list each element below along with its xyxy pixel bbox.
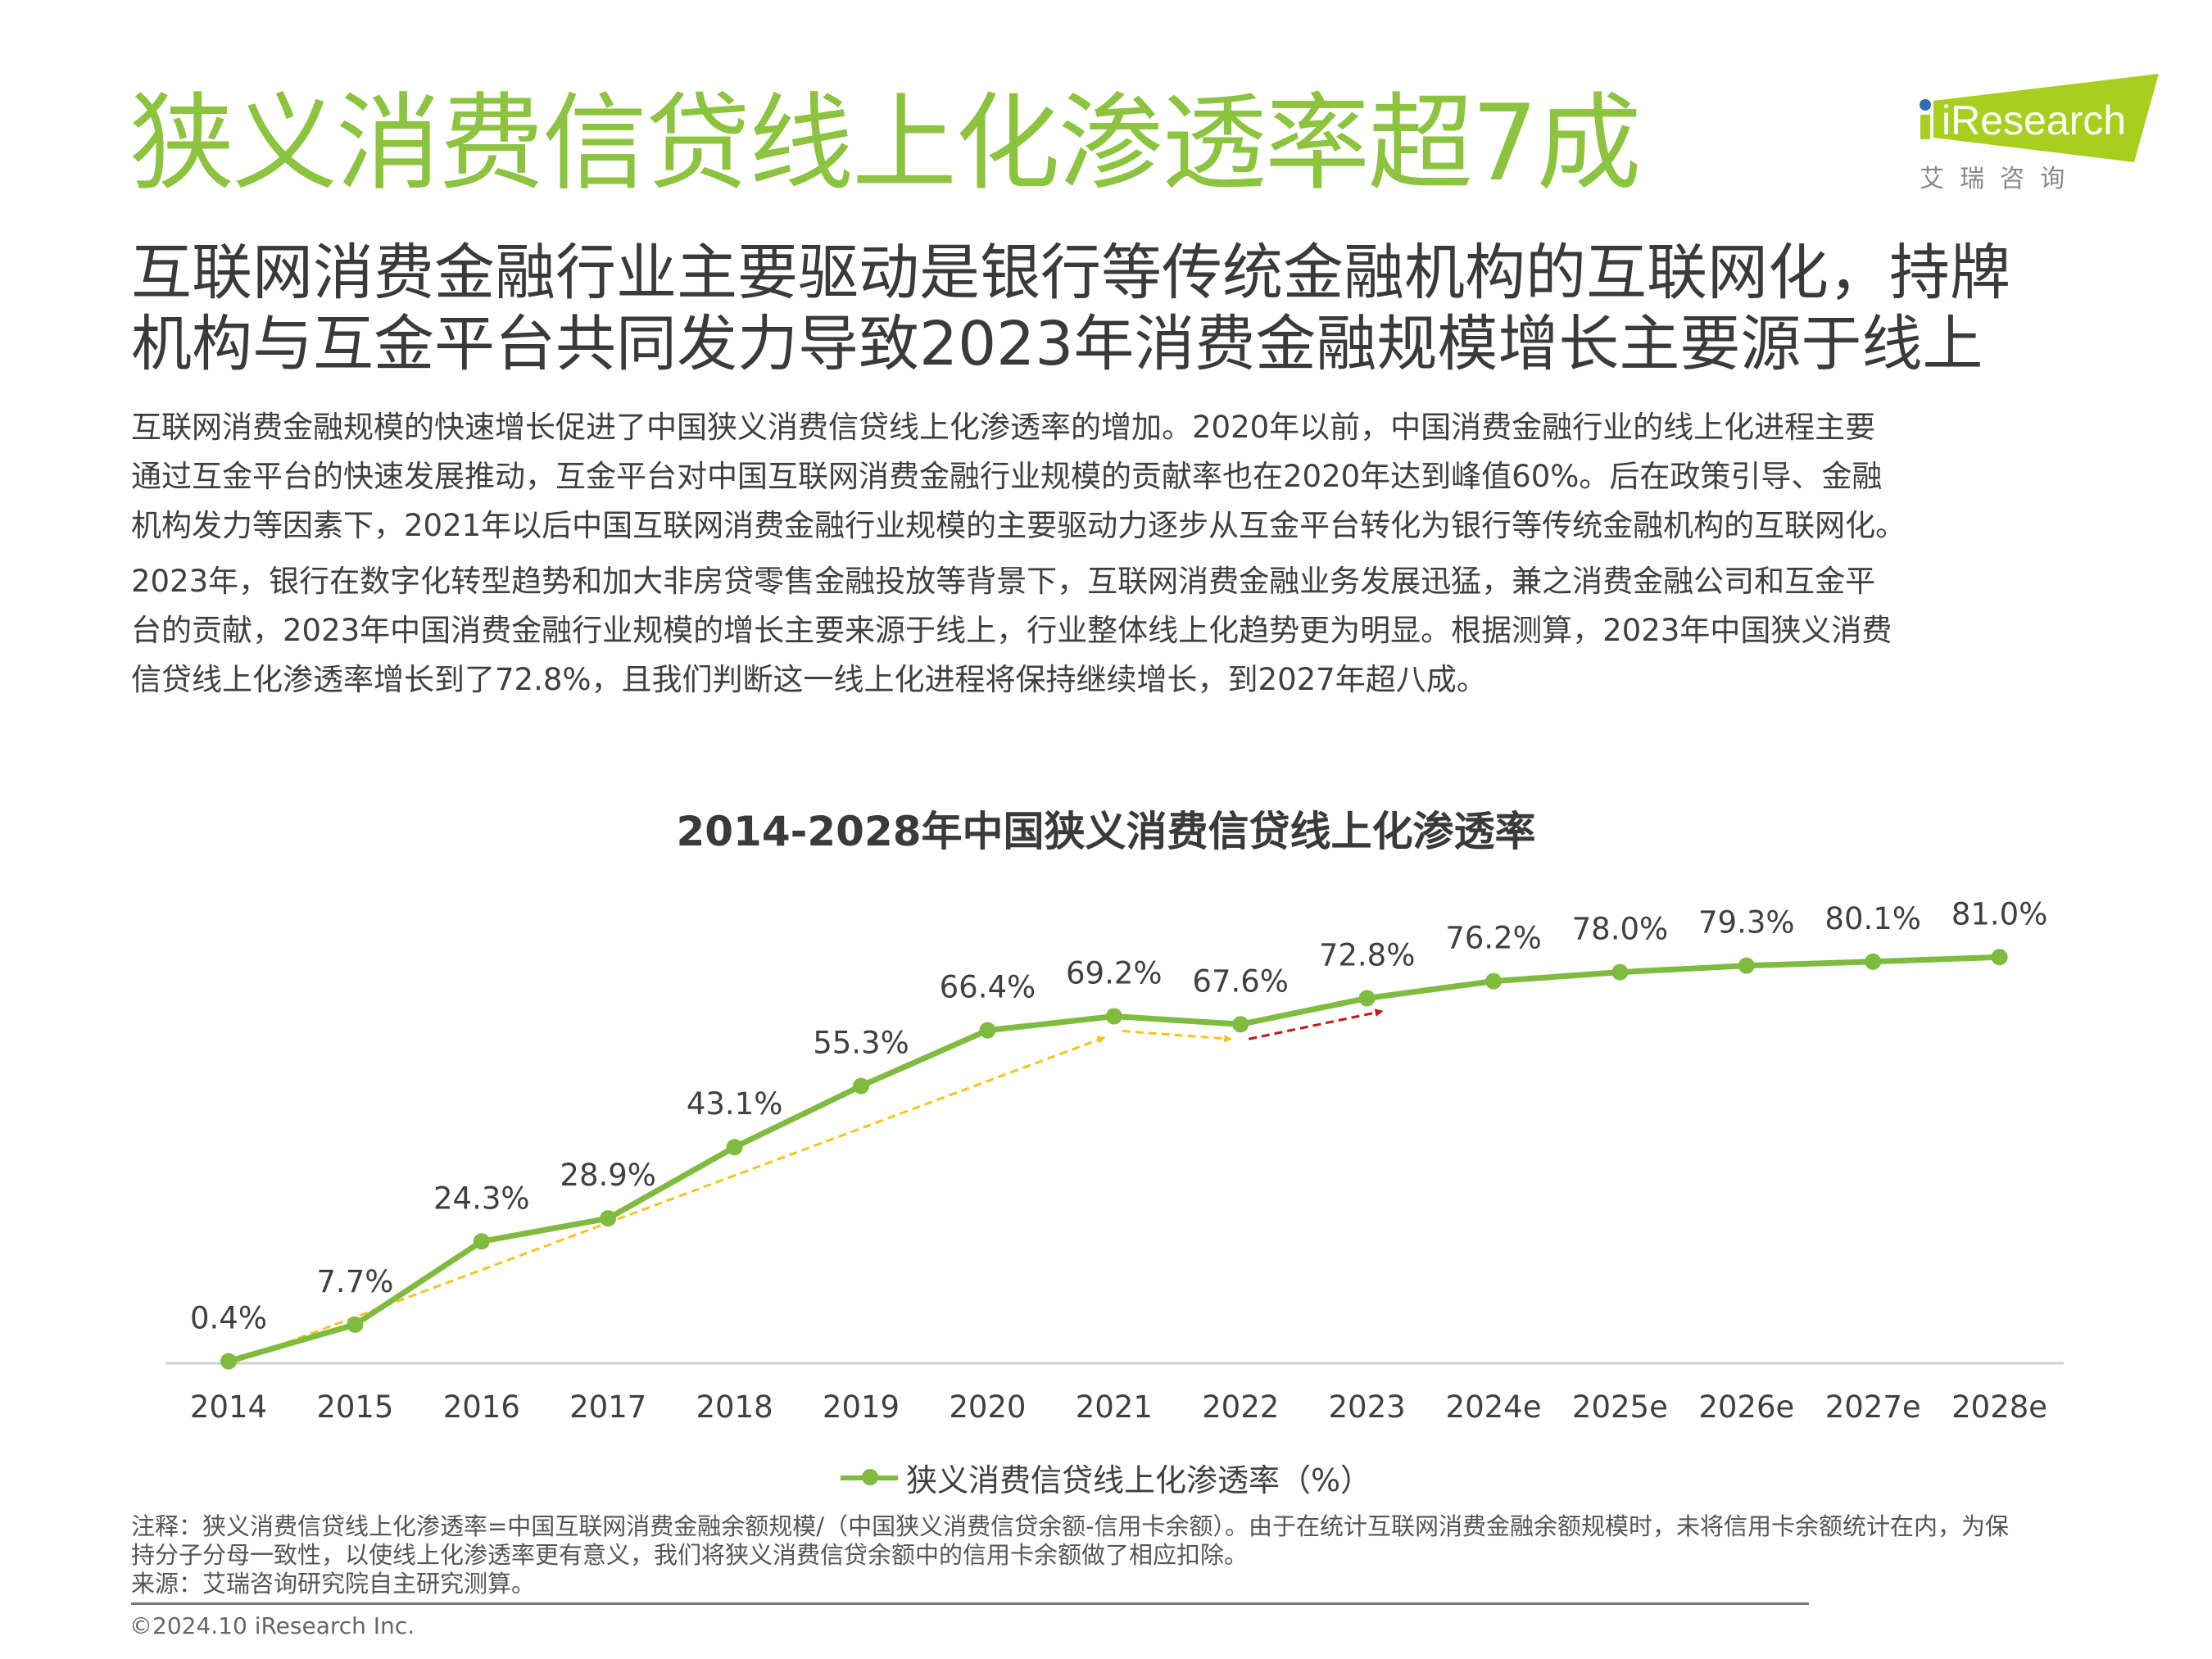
copyright: ©2024.10 iResearch Inc.: [129, 1612, 415, 1639]
x-tick-label: 2019: [823, 1389, 900, 1425]
legend-line-marker: [840, 1468, 898, 1485]
logo-text: iResearch: [1942, 97, 2126, 143]
body-line: 台的贡献，2023年中国消费金融行业规模的增长主要来源于线上，行业整体线上化趋势…: [131, 613, 1892, 648]
x-tick-label: 2015: [316, 1389, 393, 1425]
body-paragraph-2: 2023年，银行在数字化转型趋势和加大非房贷零售金融投放等背景下，互联网消费金融…: [131, 557, 2130, 705]
data-label: 7.7%: [316, 1264, 393, 1299]
page-title: 狭义消费信贷线上化渗透率超7成: [129, 83, 1641, 205]
iresearch-logo: iResearch 艾 瑞 咨 询: [1920, 74, 2159, 193]
body-line: 2023年，银行在数字化转型趋势和加大非房贷零售金融投放等背景下，互联网消费金融…: [131, 564, 1876, 599]
trend-arrow: [1248, 1009, 1384, 1040]
data-label: 81.0%: [1951, 896, 2048, 931]
data-point: [1738, 957, 1755, 974]
data-point: [1358, 990, 1376, 1007]
x-tick-label: 2014: [190, 1389, 267, 1425]
footnotes: 注释：狭义消费信贷线上化渗透率=中国互联网消费金融余额规模/（中国狭义消费信贷余…: [131, 1512, 2114, 1598]
data-label: 80.1%: [1824, 901, 1921, 936]
data-label: 55.3%: [813, 1026, 909, 1061]
note-line: 注释：狭义消费信贷线上化渗透率=中国互联网消费金融余额规模/（中国狭义消费信贷余…: [131, 1512, 2010, 1540]
body-paragraph-1: 互联网消费金融规模的快速增长促进了中国狭义消费信贷线上化渗透率的增加。2020年…: [131, 403, 2130, 551]
data-point: [1865, 953, 1882, 970]
data-label: 24.3%: [433, 1181, 530, 1216]
data-label: 72.8%: [1319, 937, 1416, 972]
x-tick-label: 2026e: [1698, 1389, 1794, 1425]
data-point: [1105, 1008, 1122, 1025]
data-label: 79.3%: [1698, 905, 1795, 941]
body-text: 互联网消费金融规模的快速增长促进了中国狭义消费信贷线上化渗透率的增加。2020年…: [131, 403, 2130, 705]
body-line: 通过互金平台的快速发展推动，互金平台对中国互联网消费金融行业规模的贡献率也在20…: [131, 459, 1883, 494]
data-label: 43.1%: [687, 1086, 783, 1122]
data-label: 28.9%: [560, 1158, 656, 1193]
logo-banner: [1933, 74, 2159, 162]
data-point: [1991, 949, 2008, 966]
body-line: 信贷线上化渗透率增长到了72.8%，且我们判断这一线上化进程将保持继续增长，到2…: [131, 662, 1487, 697]
note-line: 持分子分母一致性，以使线上化渗透率更有意义，我们将狭义消费信贷余额中的信用卡余额…: [131, 1541, 1249, 1569]
trend-arrow: [236, 1036, 1106, 1362]
subtitle-line: 互联网消费金融行业主要驱动是银行等传统金融机构的互联网化，持牌: [131, 238, 2010, 308]
data-label: 67.6%: [1192, 963, 1289, 999]
x-tick-label: 2017: [569, 1389, 646, 1425]
data-point: [979, 1022, 996, 1039]
x-tick-label: 2018: [696, 1389, 773, 1425]
data-point: [1485, 972, 1502, 990]
data-point: [1232, 1016, 1249, 1033]
data-label: 66.4%: [940, 970, 1036, 1005]
logo-cn-text: 艾 瑞 咨 询: [1920, 165, 2065, 193]
data-label: 69.2%: [1066, 955, 1163, 990]
body-line: 机构发力等因素下，2021年以后中国互联网消费金融行业规模的主要驱动力逐步从互金…: [131, 508, 1906, 543]
data-label: 0.4%: [190, 1301, 267, 1336]
data-point: [473, 1233, 490, 1250]
logo-i-stem: [1920, 115, 1930, 139]
x-tick-label: 2020: [949, 1389, 1026, 1425]
x-tick-label: 2024e: [1446, 1389, 1542, 1425]
data-point: [726, 1139, 743, 1156]
source-line: 来源：艾瑞咨询研究院自主研究测算。: [131, 1570, 536, 1598]
logo-dot: [1920, 99, 1931, 111]
trend-arrow: [1122, 1030, 1233, 1043]
legend-label: 狭义消费信贷线上化渗透率（%）: [905, 1462, 1372, 1498]
data-point: [600, 1210, 617, 1227]
data-point: [853, 1077, 869, 1095]
x-tick-label: 2028e: [1951, 1389, 2047, 1425]
data-point: [1611, 963, 1629, 981]
x-tick-label: 2027e: [1825, 1389, 1921, 1425]
x-tick-label: 2016: [443, 1389, 520, 1425]
divider: [131, 1602, 1809, 1605]
body-line: 互联网消费金融规模的快速增长促进了中国狭义消费信贷线上化渗透率的增加。2020年…: [131, 410, 1876, 445]
subtitle: 互联网消费金融行业主要驱动是银行等传统金融机构的互联网化，持牌 机构与互金平台共…: [131, 238, 2130, 380]
data-label: 76.2%: [1445, 921, 1542, 956]
data-point: [347, 1316, 364, 1333]
data-label: 78.0%: [1572, 912, 1669, 947]
chart-title: 2014-2028年中国狭义消费信贷线上化渗透率: [676, 808, 1536, 855]
subtitle-line: 机构与互金平台共同发力导致2023年消费金融规模增长主要源于线上: [131, 309, 1983, 379]
x-tick-label: 2023: [1329, 1389, 1406, 1425]
x-tick-label: 2021: [1076, 1389, 1153, 1425]
x-tick-label: 2022: [1202, 1389, 1279, 1425]
legend: 狭义消费信贷线上化渗透率（%）: [0, 1455, 2212, 1500]
x-tick-label: 2025e: [1572, 1389, 1668, 1425]
data-point: [220, 1353, 237, 1370]
